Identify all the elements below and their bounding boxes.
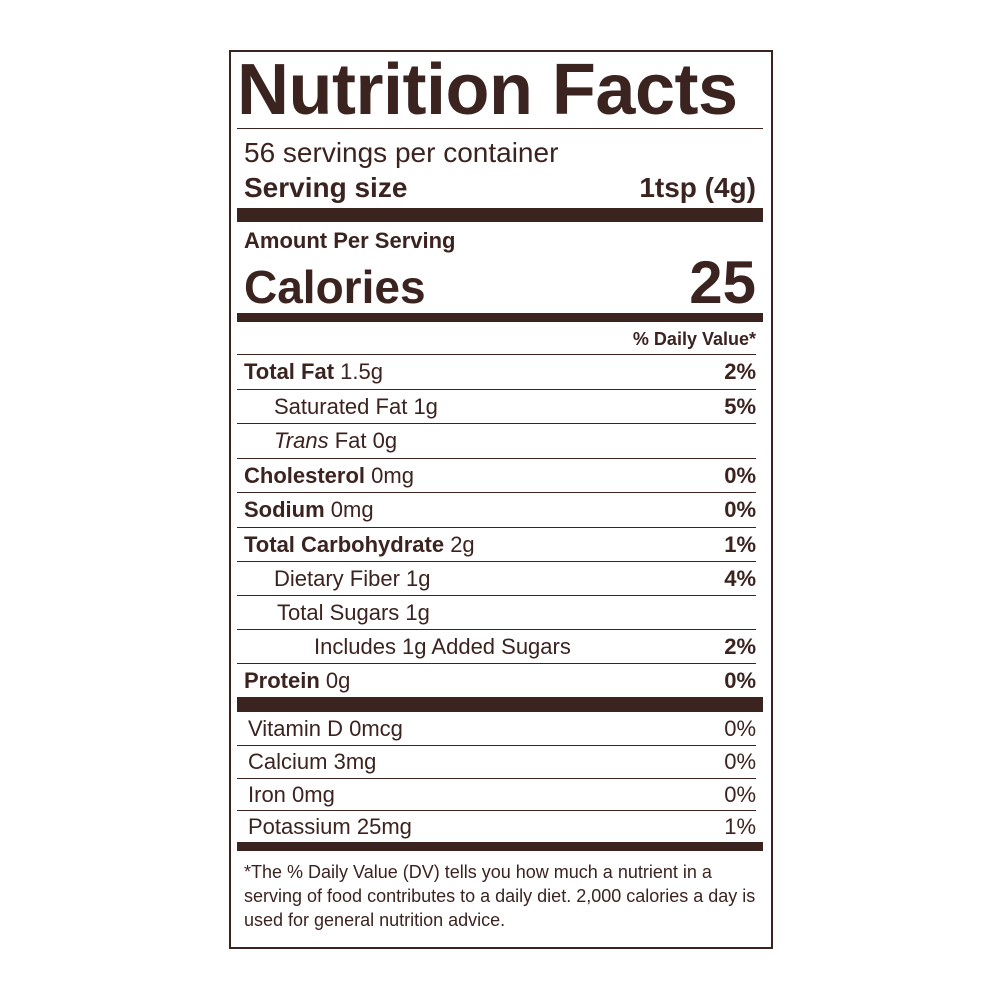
vitamin-dv: 0% (724, 716, 756, 741)
nutrient-row: Sodium 0mg 0% (237, 492, 756, 526)
nutrient-dv: 0% (724, 667, 756, 693)
nutrient-dv: 2% (724, 633, 756, 659)
nutrient-row: Protein 0g 0% (237, 663, 756, 697)
nutrient-name: Saturated Fat (274, 393, 408, 419)
vitamin-dv: 0% (724, 748, 756, 774)
nutrient-row: Total Sugars 1g (237, 595, 756, 629)
vitamin-name: Vitamin D (248, 716, 343, 741)
nutrient-amount: 2g (450, 531, 475, 557)
nutrient-amount: 1g (406, 565, 431, 591)
vitamin-row: Potassium 25mg 1% (237, 810, 756, 842)
nutrient-name: Protein (244, 667, 320, 693)
nutrient-dv: 2% (724, 358, 756, 384)
nutrient-amount: 1g (405, 599, 430, 625)
amount-per-serving: Amount Per Serving (244, 228, 456, 253)
vitamin-amount: 0mg (292, 781, 335, 807)
nutrient-name: Sodium (244, 496, 325, 522)
nutrient-name: Includes 1g Added Sugars (314, 633, 571, 659)
nutrient-amount: 0mg (330, 496, 374, 522)
nutrient-dv: 0% (724, 496, 756, 522)
calories-label: Calories (244, 261, 426, 313)
nutrient-name: Fat (334, 427, 367, 453)
title: Nutrition Facts (237, 52, 763, 129)
nutrient-name: Dietary Fiber (274, 565, 400, 591)
servings: 56 servings per container (244, 137, 559, 168)
serving-size-value: 1tsp (4g) (639, 172, 756, 203)
nutrient-amount: 0g (325, 667, 351, 693)
vitamin-row: Iron 0mg 0% (237, 778, 756, 810)
nutrient-name: Total Fat (244, 358, 335, 384)
vitamin-dv: 0% (724, 781, 756, 807)
nutrient-row: Includes 1g Added Sugars 2% (237, 629, 756, 663)
nutrient-amount: 0mg (371, 462, 414, 488)
vitamin-row: Vitamin D 0mcg 0% (237, 713, 756, 745)
nutrient-row: Cholesterol 0mg 0% (237, 458, 756, 492)
calories: Calories 25 (244, 248, 756, 316)
vitamin-dv: 1% (724, 813, 756, 839)
vitamin-name: Calcium (248, 748, 328, 774)
nutrient-amount: 1g (413, 393, 438, 419)
nutrient-name: Cholesterol (244, 462, 366, 488)
nutrient-row: Total Fat 1.5g 2% (237, 354, 756, 388)
vitamin-amount: 3mg (333, 748, 377, 774)
daily-value-header: % Daily Value* (632, 329, 756, 349)
nutrient-name: Total Sugars (277, 599, 400, 625)
nutrient-row: Total Carbohydrate 2g 1% (237, 527, 756, 561)
calories-value: 25 (689, 249, 756, 316)
serving-size: Serving size 1tsp (4g) (244, 172, 756, 204)
thick-rule (237, 842, 763, 851)
thick-rule (237, 208, 763, 222)
vitamin-amount: 0mcg (349, 716, 403, 741)
nutrient-row: Dietary Fiber 1g 4% (237, 561, 756, 595)
nutrient-dv: 1% (724, 531, 756, 557)
nutrient-dv: 5% (724, 393, 756, 419)
thick-rule (237, 697, 763, 712)
nutrient-row: Trans Fat 0g (237, 423, 756, 457)
thick-rule (237, 313, 763, 322)
nutrient-row: Saturated Fat 1g 5% (237, 389, 756, 423)
vitamin-name: Iron (248, 781, 286, 807)
vitamin-amount: 25mg (356, 813, 412, 839)
nutrient-name: Total Carbohydrate (244, 531, 445, 557)
nutrient-dv: 4% (724, 565, 756, 591)
footnote: *The % Daily Value (DV) tells you how mu… (244, 862, 756, 930)
label-border (229, 50, 773, 949)
nutrient-amount: 1.5g (340, 358, 383, 384)
serving-size-label: Serving size (244, 172, 408, 203)
vitamin-name: Potassium (248, 813, 351, 839)
vitamin-row: Calcium 3mg 0% (237, 745, 756, 777)
nutrient-dv: 0% (724, 462, 756, 488)
nutrient-amount: 0g (372, 427, 398, 453)
nutrient-name-prefix: Trans (274, 427, 329, 453)
